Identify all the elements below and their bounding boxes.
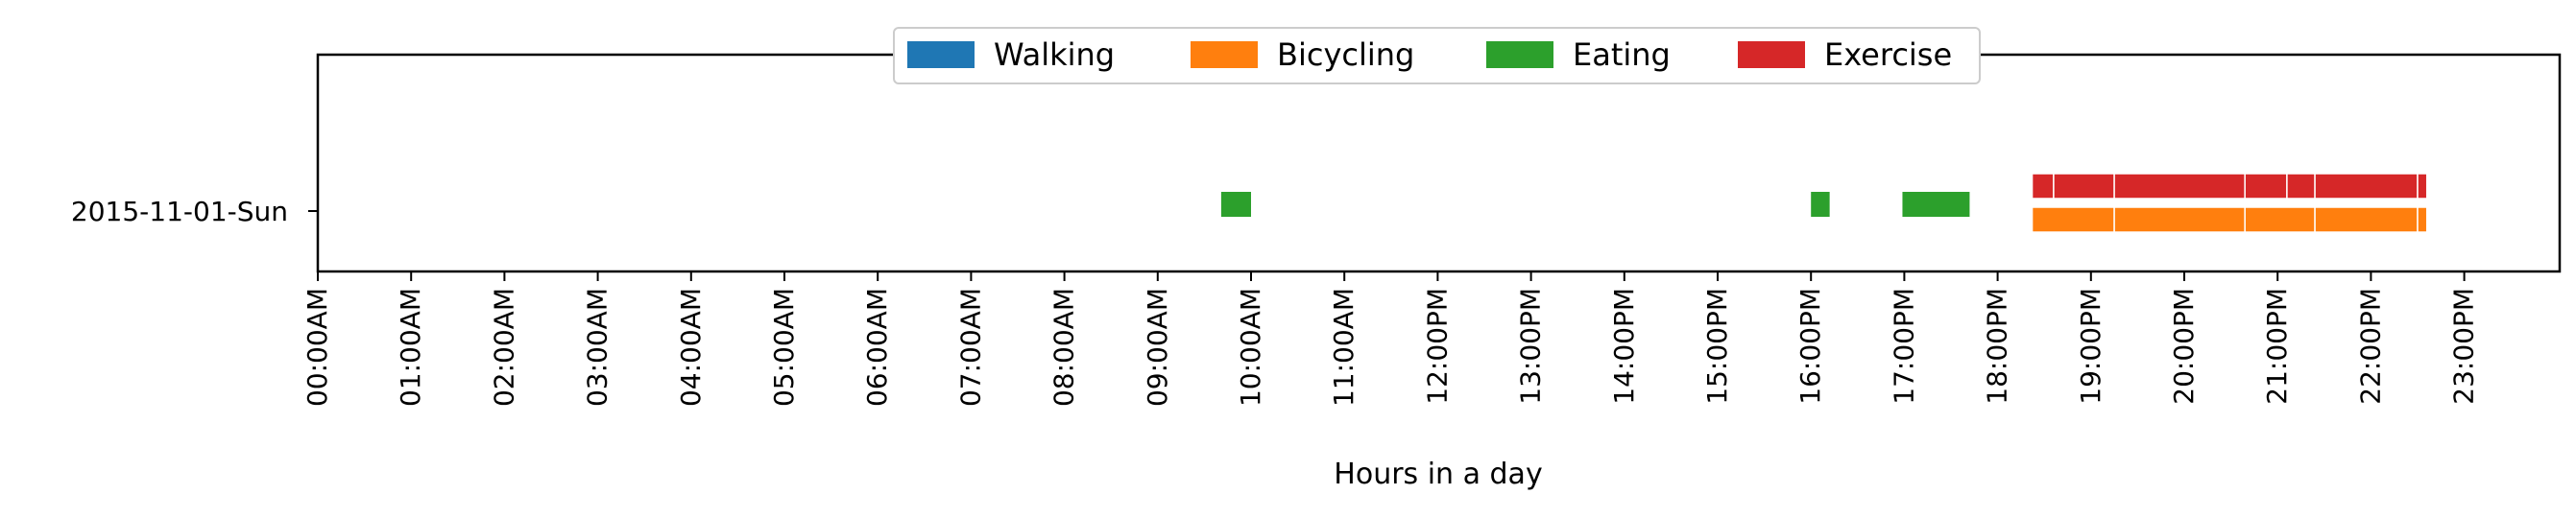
x-tick-label: 10:00AM xyxy=(1235,288,1266,407)
exercise-interval xyxy=(2417,173,2428,200)
legend: Walking Bicycling Eating Exercise xyxy=(893,27,1981,84)
exercise-interval xyxy=(2031,173,2055,200)
x-tick-label: 13:00PM xyxy=(1515,288,1547,405)
plot-frame xyxy=(316,53,2562,273)
exercise-interval xyxy=(2286,173,2316,200)
x-axis-title: Hours in a day xyxy=(1334,458,1542,491)
legend-swatch-bicycling xyxy=(1191,41,1258,68)
x-tick-label: 12:00PM xyxy=(1421,288,1453,405)
eating-interval xyxy=(1811,192,1830,217)
legend-swatch-walking xyxy=(907,41,975,68)
bicycling-interval xyxy=(2417,206,2428,233)
x-axis: 00:00AM 01:00AM 02:00AM 03:00AM 04:00AM 05:00… xyxy=(301,271,2480,407)
exercise-interval xyxy=(2113,173,2246,200)
x-tick-label: 23:00PM xyxy=(2448,288,2480,405)
x-tick-label: 04:00AM xyxy=(675,288,707,407)
exercise-interval xyxy=(2244,173,2288,200)
x-tick-label: 11:00AM xyxy=(1328,288,1360,407)
exercise-interval xyxy=(2053,173,2115,200)
y-tick-label: 2015-11-01-Sun xyxy=(71,196,288,227)
x-tick-label: 01:00AM xyxy=(395,288,426,407)
x-tick-label: 03:00AM xyxy=(582,288,614,407)
x-tick-label: 09:00AM xyxy=(1142,288,1173,407)
bicycling-interval xyxy=(2244,206,2316,233)
x-tick-label: 17:00PM xyxy=(1888,288,1919,405)
x-tick-label: 06:00AM xyxy=(861,288,893,407)
x-tick-label: 05:00AM xyxy=(768,288,800,407)
x-tick-label: 14:00PM xyxy=(1608,288,1640,405)
bicycling-interval xyxy=(2031,206,2115,233)
legend-swatch-eating xyxy=(1486,41,1553,68)
x-tick-label: 16:00PM xyxy=(1794,288,1826,405)
y-axis: 2015-11-01-Sun xyxy=(71,196,318,227)
activity-marks xyxy=(1220,173,2428,233)
x-tick-label: 15:00PM xyxy=(1701,288,1733,405)
x-tick-label: 22:00PM xyxy=(2354,288,2386,405)
x-tick-label: 20:00PM xyxy=(2168,288,2200,405)
legend-label-walking: Walking xyxy=(994,36,1115,73)
x-tick-label: 21:00PM xyxy=(2261,288,2293,405)
legend-label-eating: Eating xyxy=(1573,36,1671,73)
x-tick-label: 19:00PM xyxy=(2075,288,2107,405)
x-tick-label: 00:00AM xyxy=(301,288,333,407)
bicycling-interval xyxy=(2314,206,2419,233)
exercise-interval xyxy=(2314,173,2419,200)
legend-label-bicycling: Bicycling xyxy=(1277,36,1414,73)
legend-box xyxy=(893,27,1981,84)
legend-swatch-exercise xyxy=(1738,41,1805,68)
bicycling-interval xyxy=(2113,206,2246,233)
eating-interval xyxy=(1220,192,1251,217)
x-tick-label: 08:00AM xyxy=(1048,288,1080,407)
x-tick-label: 18:00PM xyxy=(1982,288,2013,405)
x-tick-label: 02:00AM xyxy=(488,288,519,407)
x-tick-label: 07:00AM xyxy=(954,288,986,407)
legend-label-exercise: Exercise xyxy=(1824,36,1952,73)
eating-interval xyxy=(1902,192,1970,217)
